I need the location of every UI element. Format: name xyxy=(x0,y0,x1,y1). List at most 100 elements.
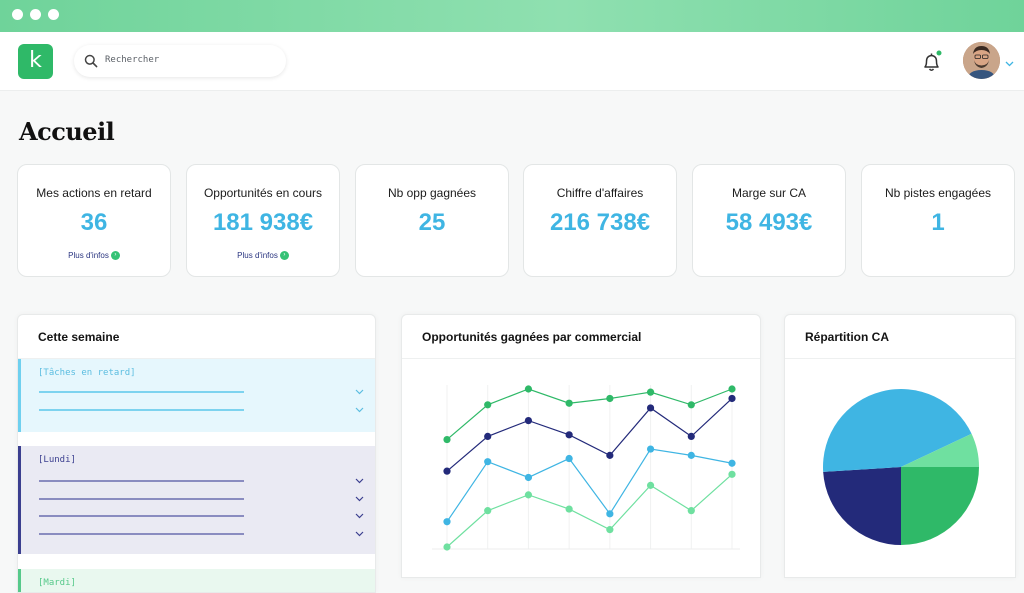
data-point[interactable] xyxy=(524,417,533,425)
data-point[interactable] xyxy=(646,388,655,396)
group-label: [Tâches en retard] xyxy=(38,368,136,378)
kpi-value: 181 938€ xyxy=(212,209,314,236)
kpi-value: 25 xyxy=(418,209,446,236)
data-point[interactable] xyxy=(484,401,492,409)
data-point[interactable] xyxy=(443,435,451,444)
data-point[interactable] xyxy=(687,432,695,440)
kpi-value: 1 xyxy=(931,209,945,236)
window-dot[interactable] xyxy=(48,9,59,20)
more-info-link[interactable]: Plus d'infos › xyxy=(187,251,339,261)
data-point[interactable] xyxy=(565,505,573,513)
task-group-retard[interactable]: [Tâches en retard] xyxy=(18,359,375,432)
chevron-down-icon[interactable] xyxy=(1005,61,1014,67)
series-line xyxy=(446,448,733,523)
panel-title: Cette semaine xyxy=(38,330,120,344)
data-point[interactable] xyxy=(606,510,614,518)
data-point[interactable] xyxy=(565,399,573,407)
kpi-label: Nb opp gagnées xyxy=(387,186,477,200)
data-point[interactable] xyxy=(687,451,695,459)
divider xyxy=(402,358,760,359)
pie-slice[interactable] xyxy=(901,467,979,545)
data-point[interactable] xyxy=(687,507,695,515)
week-panel: Cette semaine [Tâches en retard] [Lundi]… xyxy=(17,314,376,593)
kpi-value: 216 738€ xyxy=(549,209,651,236)
data-point[interactable] xyxy=(646,445,655,453)
kpi-label: Mes actions en retard xyxy=(36,186,152,200)
chevron-down-icon[interactable] xyxy=(355,478,364,484)
data-point[interactable] xyxy=(728,385,736,393)
app-logo[interactable]: k xyxy=(18,44,53,79)
arrow-right-icon: › xyxy=(279,251,289,261)
chevron-down-icon[interactable] xyxy=(355,407,364,413)
series-line xyxy=(446,398,733,472)
task-row[interactable] xyxy=(39,391,244,393)
search-icon xyxy=(84,54,98,68)
chevron-down-icon[interactable] xyxy=(355,389,364,395)
more-info-link[interactable]: Plus d'infos › xyxy=(18,251,170,261)
pie-slice[interactable] xyxy=(823,388,972,472)
search-box[interactable]: Rechercher xyxy=(74,45,286,77)
series-line xyxy=(446,473,733,548)
group-label: [Lundi] xyxy=(38,455,76,465)
window-titlebar xyxy=(0,0,1024,32)
pie-slice[interactable] xyxy=(901,433,979,467)
task-row[interactable] xyxy=(39,498,244,500)
kpi-label: Marge sur CA xyxy=(731,186,807,200)
pie-chart-panel: Répartition CA xyxy=(784,314,1016,578)
chevron-down-icon[interactable] xyxy=(355,513,364,519)
data-point[interactable] xyxy=(687,401,695,409)
kpi-card-actions-retard[interactable]: Mes actions en retard 36 Plus d'infos › xyxy=(17,164,171,277)
task-group-lundi[interactable]: [Lundi] xyxy=(18,446,375,554)
data-point[interactable] xyxy=(443,543,451,551)
data-point[interactable] xyxy=(524,491,533,499)
data-point[interactable] xyxy=(728,394,736,403)
data-point[interactable] xyxy=(606,394,614,403)
data-point[interactable] xyxy=(524,473,533,482)
data-point[interactable] xyxy=(646,404,655,412)
divider xyxy=(785,358,1015,359)
data-point[interactable] xyxy=(484,432,492,440)
kpi-card-pistes[interactable]: Nb pistes engagées 1 xyxy=(861,164,1015,277)
group-label: [Mardi] xyxy=(38,578,76,588)
kpi-label: Nb pistes engagées xyxy=(884,186,992,200)
kpi-card-opportunites[interactable]: Opportunités en cours 181 938€ Plus d'in… xyxy=(186,164,340,277)
data-point[interactable] xyxy=(443,518,451,526)
kpi-value: 58 493€ xyxy=(725,209,813,236)
data-point[interactable] xyxy=(524,385,533,393)
kpi-card-opp-gagnees[interactable]: Nb opp gagnées 25 xyxy=(355,164,509,277)
notification-dot xyxy=(936,50,942,56)
series-line xyxy=(446,388,733,441)
window-dot[interactable] xyxy=(30,9,41,20)
task-row[interactable] xyxy=(39,480,244,482)
kpi-label: Chiffre d'affaires xyxy=(556,186,644,200)
task-row[interactable] xyxy=(39,515,244,517)
data-point[interactable] xyxy=(606,526,614,534)
kpi-card-chiffre-affaires[interactable]: Chiffre d'affaires 216 738€ xyxy=(523,164,677,277)
data-point[interactable] xyxy=(728,470,736,478)
data-point[interactable] xyxy=(484,507,492,515)
data-point[interactable] xyxy=(565,454,573,463)
bell-icon[interactable] xyxy=(918,48,946,76)
panel-title: Répartition CA xyxy=(805,330,889,344)
data-point[interactable] xyxy=(646,481,655,489)
data-point[interactable] xyxy=(443,467,451,475)
chevron-down-icon[interactable] xyxy=(355,496,364,502)
data-point[interactable] xyxy=(728,459,736,467)
avatar[interactable] xyxy=(963,42,1000,79)
pie-slice[interactable] xyxy=(823,467,901,545)
chevron-down-icon[interactable] xyxy=(355,531,364,537)
task-row[interactable] xyxy=(39,533,244,535)
kpi-value: 36 xyxy=(80,209,108,236)
task-row[interactable] xyxy=(39,409,244,411)
search-input[interactable]: Rechercher xyxy=(105,55,160,65)
window-dot[interactable] xyxy=(12,9,23,20)
divider xyxy=(18,358,375,359)
kpi-card-marge[interactable]: Marge sur CA 58 493€ xyxy=(692,164,846,277)
task-group-mardi[interactable]: [Mardi] xyxy=(18,569,375,592)
page-title: Accueil xyxy=(19,117,115,146)
pie-chart xyxy=(823,388,979,545)
data-point[interactable] xyxy=(484,458,492,466)
data-point[interactable] xyxy=(606,451,614,459)
data-point[interactable] xyxy=(565,431,573,439)
arrow-right-icon: › xyxy=(110,251,120,261)
